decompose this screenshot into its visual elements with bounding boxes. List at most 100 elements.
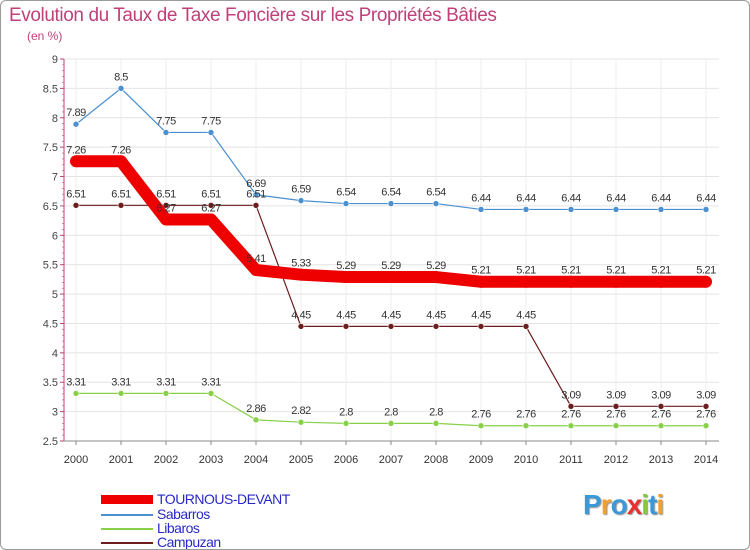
data-label: 2.86 [246, 403, 266, 415]
legend-swatch [101, 514, 153, 516]
data-point [250, 263, 262, 276]
data-point [610, 275, 622, 288]
y-tick-label: 7 [52, 172, 58, 184]
x-tick-label: 2014 [694, 454, 718, 466]
data-point [387, 420, 395, 427]
data-point [565, 275, 577, 288]
data-point [567, 206, 575, 213]
data-label: 2.82 [291, 405, 311, 417]
data-point [117, 85, 125, 92]
logo-letter: x [626, 489, 643, 520]
logo-letter: o [610, 489, 628, 520]
x-tick-label: 2012 [604, 454, 628, 466]
data-label: 6.44 [561, 192, 581, 204]
data-label: 6.27 [201, 202, 221, 214]
y-tick-label: 7.5 [43, 142, 58, 154]
data-point [522, 206, 530, 213]
data-point [162, 129, 170, 136]
data-point [477, 422, 485, 430]
legend-swatch [101, 495, 153, 504]
data-label: 2.8 [429, 406, 443, 418]
data-label: 6.51 [246, 188, 266, 200]
data-label: 7.26 [111, 144, 131, 156]
data-label: 3.31 [111, 376, 131, 388]
y-tick-label: 4 [52, 348, 58, 360]
data-point [252, 202, 260, 209]
data-label: 6.69 [246, 178, 266, 190]
data-point [477, 206, 485, 213]
data-label: 3.31 [66, 376, 86, 388]
data-point [432, 420, 440, 427]
data-point [117, 390, 125, 397]
data-point [702, 422, 710, 430]
x-tick-label: 2011 [559, 454, 583, 466]
data-label: 4.45 [471, 309, 491, 321]
data-label: 2.8 [384, 406, 398, 418]
data-point [252, 191, 260, 199]
data-label: 7.75 [156, 115, 176, 127]
data-point [385, 271, 397, 284]
data-point [567, 422, 575, 430]
data-label: 7.75 [201, 115, 221, 127]
data-label: 3.09 [561, 389, 581, 401]
data-label: 6.54 [381, 187, 401, 199]
data-point [162, 202, 170, 209]
data-label: 5.21 [606, 265, 626, 277]
data-point [657, 422, 665, 430]
data-label: 6.51 [156, 188, 176, 200]
y-tick-label: 8.5 [43, 83, 58, 95]
data-point [702, 403, 710, 410]
data-label: 5.21 [516, 265, 536, 277]
data-point [160, 213, 172, 226]
y-tick-label: 5.5 [43, 260, 58, 272]
data-label: 5.21 [696, 265, 716, 277]
logo-letter: i [656, 489, 664, 520]
data-label: 5.29 [381, 260, 401, 272]
data-label: 5.29 [336, 260, 356, 272]
data-label: 7.89 [66, 107, 86, 119]
data-label: 3.31 [201, 376, 221, 388]
data-label: 4.45 [381, 309, 401, 321]
data-label: 3.09 [651, 389, 671, 401]
data-point [387, 200, 395, 207]
data-point [430, 271, 442, 284]
data-label: 3.31 [156, 376, 176, 388]
logo-letter: i [641, 489, 649, 520]
data-point [387, 323, 395, 330]
x-tick-label: 2008 [424, 454, 448, 466]
data-point [612, 206, 620, 213]
legend-label: Sabarros [157, 506, 210, 522]
data-label: 5.33 [291, 258, 311, 270]
data-label: 2.76 [516, 409, 536, 421]
chart-unit-label: (en %) [27, 29, 63, 43]
y-tick-label: 3.5 [43, 377, 58, 389]
data-point [700, 275, 712, 288]
data-point [117, 202, 125, 209]
x-tick-label: 2013 [649, 454, 673, 466]
x-tick-label: 2000 [64, 454, 88, 466]
data-label: 6.51 [201, 188, 221, 200]
y-tick-label: 2.5 [43, 436, 58, 448]
data-point [612, 422, 620, 430]
legend-label: TOURNOUS-DEVANT [157, 491, 290, 507]
data-point [522, 422, 530, 430]
data-point [522, 323, 530, 330]
data-label: 5.21 [651, 265, 671, 277]
logo-letter: P [583, 489, 602, 520]
legend-swatch [101, 542, 153, 544]
legend-swatch [101, 528, 153, 530]
data-point [340, 271, 352, 284]
data-point [70, 155, 82, 168]
data-label: 6.59 [291, 184, 311, 196]
data-point [207, 129, 215, 136]
data-point [297, 197, 305, 204]
data-label: 6.54 [426, 187, 446, 199]
data-point [297, 323, 305, 330]
data-point [655, 275, 667, 288]
data-point [115, 155, 127, 168]
y-tick-label: 8 [52, 113, 58, 125]
x-tick-label: 2005 [289, 454, 313, 466]
data-label: 6.44 [471, 192, 491, 204]
data-point [295, 268, 307, 281]
